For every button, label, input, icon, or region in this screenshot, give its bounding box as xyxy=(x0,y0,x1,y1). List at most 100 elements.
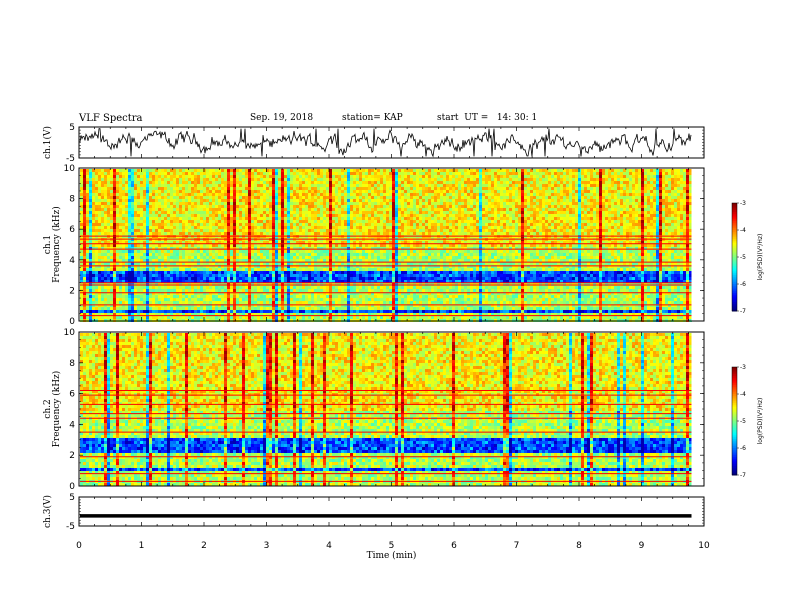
spectrogram-cell xyxy=(212,184,215,187)
spectrogram-cell xyxy=(146,208,149,211)
spectrogram-cell xyxy=(230,190,233,193)
spectrogram-cell xyxy=(254,196,257,199)
spectrogram-cell xyxy=(164,313,167,316)
spectrogram-cell xyxy=(176,271,179,274)
spectrogram-cell xyxy=(275,265,278,268)
spectrogram-cell xyxy=(266,220,269,223)
spectrogram-cell xyxy=(230,196,233,199)
spectrogram-cell xyxy=(158,229,161,232)
spectrogram-cell xyxy=(278,181,281,184)
spectrogram-cell xyxy=(287,298,290,301)
spectrogram-cell xyxy=(116,301,119,304)
spectrogram-cell xyxy=(284,298,287,301)
spectrogram-cell xyxy=(83,286,86,289)
spectrogram-cell xyxy=(116,196,119,199)
spectrogram-cell xyxy=(242,214,245,217)
spectrogram-cell xyxy=(314,184,317,187)
spectrogram-cell xyxy=(230,265,233,268)
spectrogram-cell xyxy=(164,304,167,307)
spectrogram-cell xyxy=(326,286,329,289)
spectrogram-cell xyxy=(98,253,101,256)
spectrogram-cell xyxy=(101,259,104,262)
spectrogram-cell xyxy=(314,202,317,205)
spectrogram-cell xyxy=(185,199,188,202)
spectrogram-cell xyxy=(122,298,125,301)
spectrogram-cell xyxy=(194,280,197,283)
spectrogram-cell xyxy=(200,181,203,184)
spectrogram-cell xyxy=(176,241,179,244)
spectrogram-cell xyxy=(344,280,347,283)
spectrogram-cell xyxy=(242,301,245,304)
spectrogram-cell xyxy=(350,211,353,214)
spectrogram-cell xyxy=(344,211,347,214)
spectrogram-cell xyxy=(173,292,176,295)
spectrogram-cell xyxy=(146,280,149,283)
spectrogram-cell xyxy=(302,268,305,271)
spectrogram-cell xyxy=(224,229,227,232)
spectrogram-cell xyxy=(245,178,248,181)
spectrogram-cell xyxy=(209,262,212,265)
spectrogram-cell xyxy=(221,271,224,274)
spectrogram-cell xyxy=(179,280,182,283)
spectrogram-cell xyxy=(314,187,317,190)
spectrogram-cell xyxy=(338,214,341,217)
spectrogram-cell xyxy=(137,289,140,292)
spectrogram-cell xyxy=(332,271,335,274)
spectrogram-cell xyxy=(95,310,98,313)
spectrogram-cell xyxy=(143,268,146,271)
spectrogram-cell xyxy=(152,304,155,307)
spectrogram-cell xyxy=(260,295,263,298)
spectrogram-cell xyxy=(290,313,293,316)
spectrogram-cell xyxy=(275,316,278,319)
spectrogram-cell xyxy=(290,187,293,190)
spectrogram-cell xyxy=(350,175,353,178)
spectrogram-cell xyxy=(200,220,203,223)
spectrogram-cell xyxy=(155,253,158,256)
spectrogram-cell xyxy=(347,295,350,298)
spectrogram-cell xyxy=(335,250,338,253)
spectrogram-cell xyxy=(209,265,212,268)
spectrogram-cell xyxy=(191,301,194,304)
spectrogram-cell xyxy=(311,178,314,181)
spectrogram-cell xyxy=(356,256,359,259)
spectrogram-cell xyxy=(347,187,350,190)
spectrogram-cell xyxy=(212,301,215,304)
spectrogram-cell xyxy=(101,196,104,199)
spectrogram-cell xyxy=(119,292,122,295)
spectrogram-cell xyxy=(329,244,332,247)
spectrogram-cell xyxy=(311,268,314,271)
spectrogram-cell xyxy=(170,241,173,244)
spectrogram-cell xyxy=(248,274,251,277)
spectrogram-cell xyxy=(245,175,248,178)
spectrogram-cell xyxy=(335,229,338,232)
spectrogram-cell xyxy=(356,193,359,196)
spectrogram-cell xyxy=(158,271,161,274)
spectrogram-cell xyxy=(167,217,170,220)
spectrogram-cell xyxy=(131,313,134,316)
spectrogram-cell xyxy=(104,226,107,229)
spectrogram-cell xyxy=(305,265,308,268)
spectrogram-cell xyxy=(125,310,128,313)
spectrogram-cell xyxy=(209,250,212,253)
spectrogram-cell xyxy=(140,250,143,253)
spectrogram-cell xyxy=(347,259,350,262)
spectrogram-cell xyxy=(359,304,362,307)
spectrogram-cell xyxy=(116,244,119,247)
spectrogram-cell xyxy=(239,244,242,247)
spectrogram-cell xyxy=(80,199,83,202)
spectrogram-cell xyxy=(221,223,224,226)
spectrogram-cell xyxy=(311,226,314,229)
spectrogram-cell xyxy=(314,175,317,178)
spectrogram-cell xyxy=(209,241,212,244)
spectrogram-cell xyxy=(83,265,86,268)
spectrogram-cell xyxy=(89,307,92,310)
spectrogram-cell xyxy=(116,292,119,295)
spectrogram-cell xyxy=(284,301,287,304)
spectrogram-cell xyxy=(347,313,350,316)
spectrogram-cell xyxy=(104,301,107,304)
spectrogram-cell xyxy=(176,214,179,217)
spectrogram-cell xyxy=(185,310,188,313)
spectrogram-cell xyxy=(122,199,125,202)
spectrogram-cell xyxy=(194,211,197,214)
spectrogram-cell xyxy=(329,268,332,271)
